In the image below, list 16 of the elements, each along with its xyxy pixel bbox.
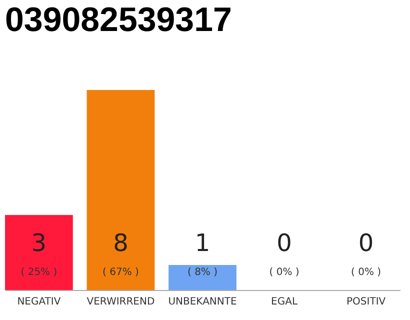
x-tick-label: VERWIRREND [86, 296, 155, 308]
chart-title: 039082539317 [5, 1, 232, 39]
x-tick-label: UNBEKANNTE [168, 296, 237, 308]
annotation: ( 8% ) [187, 267, 218, 278]
annotation: ( 0% ) [351, 267, 382, 278]
annotation: ( 67% ) [102, 267, 140, 278]
x-tick-label: EGAL [271, 296, 298, 308]
annotation: ( 25% ) [20, 267, 58, 278]
data-label: 1 [194, 229, 210, 257]
data-label: 3 [31, 229, 47, 257]
annotation: ( 0% ) [269, 267, 300, 278]
data-label: 0 [358, 229, 374, 257]
data-label: 8 [113, 229, 128, 257]
data-label: 0 [276, 229, 292, 257]
x-tick-label: POSITIV [346, 296, 386, 308]
x-tick-label: NEGATIV [17, 296, 61, 308]
